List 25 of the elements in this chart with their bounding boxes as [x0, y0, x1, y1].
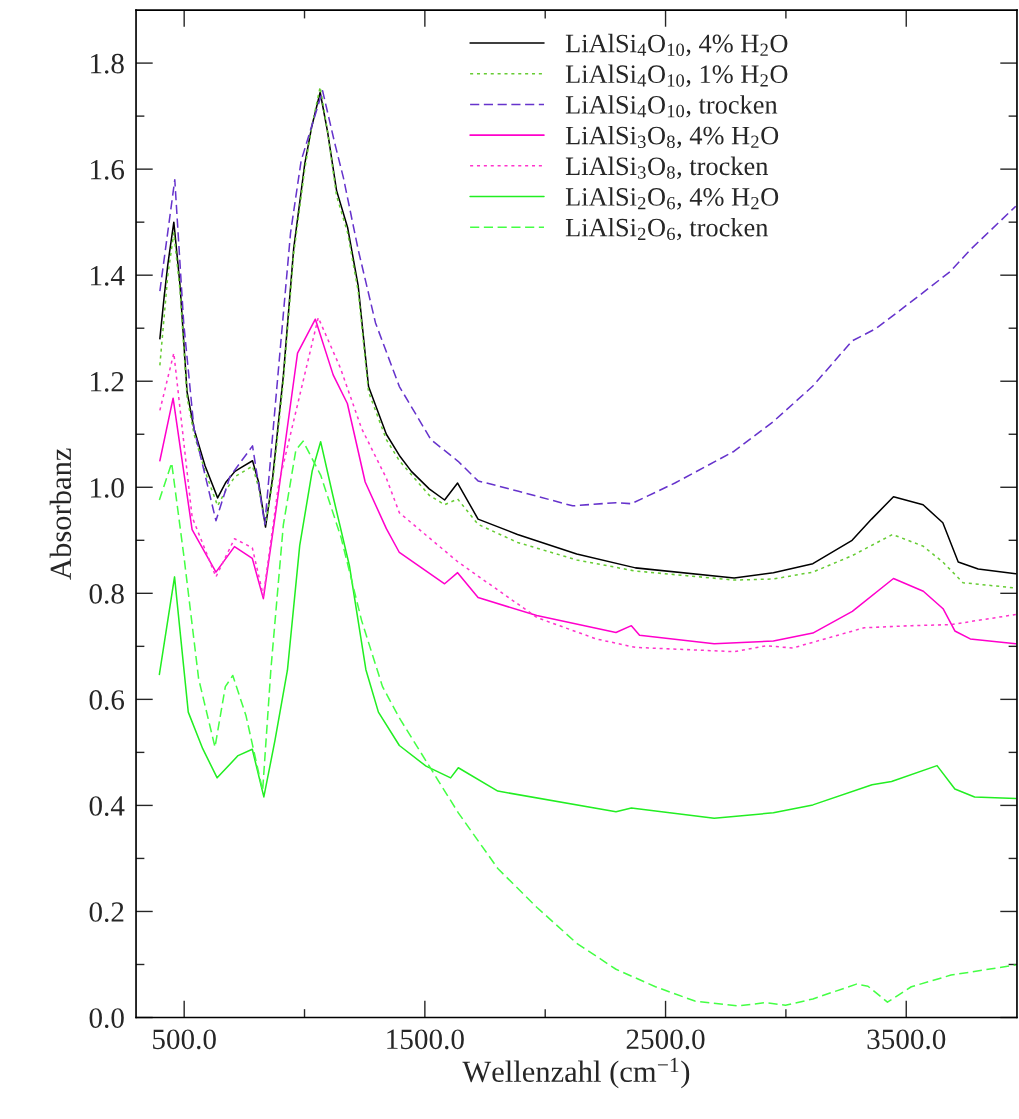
y-tick-label: 1.8 [91, 53, 124, 74]
legend-label: LiAlSi$_{4}$O$_{10}$, trocken [565, 95, 778, 118]
y-tick-label: 0.4 [89, 796, 125, 816]
legend-label: LiAlSi$_{2}$O$_{6}$, 4% H$_{2}$O [565, 187, 779, 210]
y-tick-label: 0.2 [89, 902, 124, 922]
y-tick-label: 0.8 [89, 584, 124, 604]
y-tick-label: 1.6 [91, 159, 125, 180]
legend-label: LiAlSi$_{3}$O$_{8}$, trocken [565, 156, 769, 179]
y-tick-label: 1.4 [91, 266, 125, 286]
x-tick-label: 500.0 [153, 1029, 216, 1050]
legend-label: LiAlSi$_{4}$O$_{10}$, 1% H$_{2}$O [565, 64, 788, 87]
y-tick-label: 0.6 [89, 690, 125, 710]
y-tick-label: 1.2 [91, 372, 124, 392]
line-series [158, 440, 1017, 819]
y-axis-title: Absorbanz [49, 448, 72, 580]
legend-label: LiAlSi$_{3}$O$_{8}$, 4% H$_{2}$O [565, 125, 779, 149]
x-tick-label: 2500.0 [626, 1029, 705, 1050]
x-tick-label: 3500.0 [867, 1029, 946, 1050]
y-tick-label: 0.0 [89, 1008, 124, 1029]
legend-label: LiAlSi$_{2}$O$_{6}$, trocken [565, 217, 769, 241]
x-tick-label: 1500.0 [387, 1029, 464, 1050]
y-tick-label: 1.0 [91, 478, 124, 498]
legend-label: LiAlSi$_{4}$O$_{10}$, 4% H$_{2}$O [565, 33, 788, 57]
x-axis-title: Wellenzahl (cm$^{−1}$) [462, 1057, 690, 1089]
line-series [158, 440, 1017, 1007]
